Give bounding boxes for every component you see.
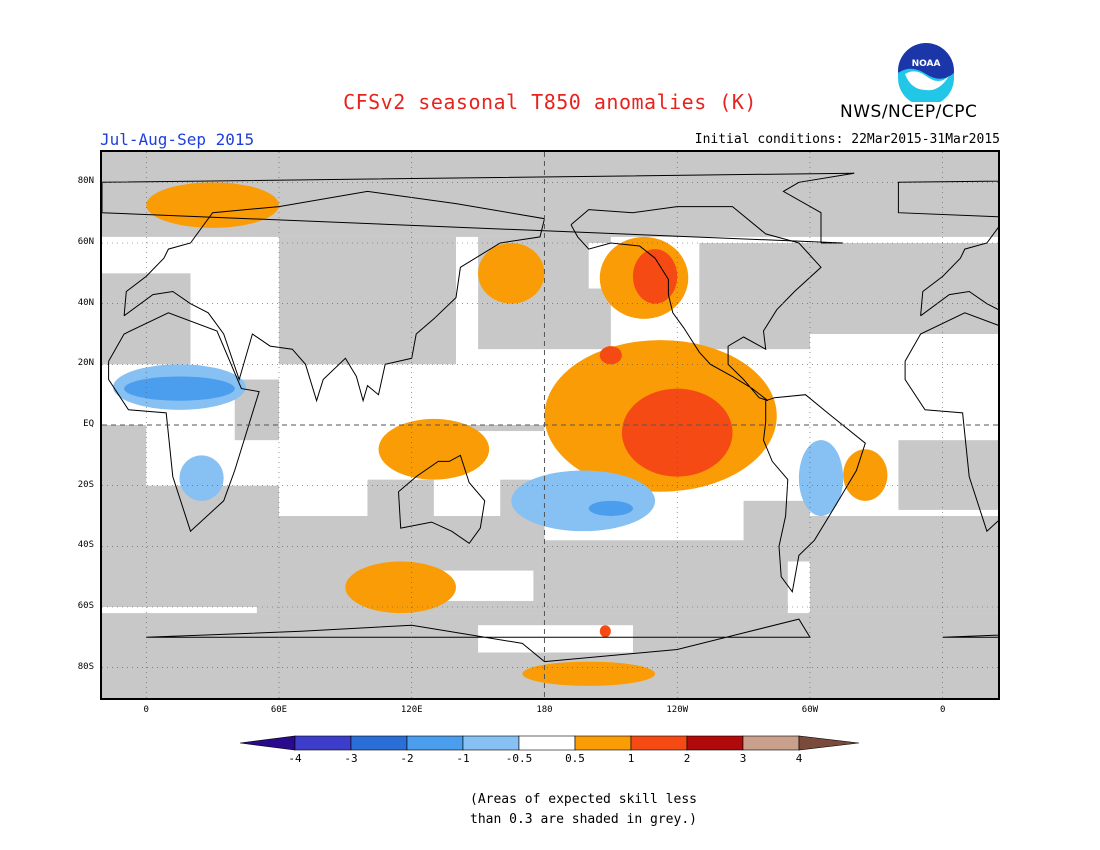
skill-note-line2: than 0.3 are shaded in grey.) — [470, 812, 697, 827]
longitude-label: 120W — [666, 705, 689, 715]
colorbar-tick-label: 1 — [627, 752, 635, 765]
colorbar-swatch — [294, 735, 352, 751]
anomaly-hawaii-patch — [599, 346, 622, 365]
noaa-logo: NOAA — [895, 40, 957, 106]
season-label: Jul-Aug-Sep 2015 — [100, 130, 255, 149]
coastline-africa-wrap — [904, 312, 998, 533]
latitude-label: 20N — [77, 358, 94, 369]
longitude-label: 60E — [270, 705, 288, 715]
longitude-label: 120E — [400, 705, 423, 715]
anomaly-indonesia — [378, 418, 490, 480]
coastlines — [102, 172, 998, 663]
colorbar-swatch — [574, 735, 632, 751]
colorbar-swatches — [239, 735, 860, 751]
low-skill-area — [699, 243, 810, 350]
coastline-australia — [398, 454, 486, 544]
anomaly-n-pacific-west — [478, 243, 545, 304]
skill-note-line1: (Areas of expected skill less — [470, 792, 697, 807]
latitude-label: 60N — [77, 237, 94, 247]
chart-title: CFSv2 seasonal T850 anomalies (K) — [343, 90, 757, 114]
colorbar-arrow-high — [798, 735, 860, 751]
anomaly-antarctic-pacific — [599, 625, 611, 638]
colorbar-tick-label: -4 — [288, 752, 302, 765]
initial-conditions-label: Initial conditions: 22Mar2015-31Mar2015 — [694, 132, 1000, 147]
skill-note: (Areas of expected skill less than 0.3 a… — [470, 790, 697, 830]
longitude-label: 0 — [939, 705, 946, 715]
latitude-label: 80N — [77, 176, 94, 187]
skill-area — [102, 236, 257, 274]
anomaly-s-africa — [179, 455, 224, 501]
longitude-label: 180 — [536, 705, 553, 715]
coastline-north-america — [570, 206, 822, 402]
colorbar-tick-label: -0.5 — [505, 752, 533, 765]
anomaly-southern-ocean — [345, 561, 456, 614]
colorbar-swatch — [686, 735, 744, 751]
anomaly-core-negative — [588, 500, 633, 516]
longitude-label: 60W — [801, 705, 819, 715]
logo-text: NOAA — [912, 59, 941, 69]
colorbar-swatch — [406, 735, 464, 751]
colorbar-tick-label: 0.5 — [565, 752, 585, 765]
coastline-africa — [108, 312, 260, 533]
latitude-label: 40S — [77, 540, 94, 551]
colorbar-arrow-low — [239, 735, 296, 751]
low-skill-area — [102, 425, 147, 516]
colorbar-swatch — [350, 735, 408, 751]
colorbar-tick-label: 4 — [795, 752, 803, 765]
map-canvas — [102, 152, 998, 698]
low-skill-area — [809, 516, 998, 614]
anomaly-map — [100, 150, 1000, 700]
colorbar-swatch — [518, 735, 576, 751]
low-skill-area — [278, 236, 456, 365]
latitude-label: EQ — [83, 419, 94, 429]
anomaly-core-negative — [124, 376, 235, 401]
grid-lines — [102, 152, 998, 698]
longitude-label: 0 — [143, 705, 149, 715]
colorbar — [239, 733, 865, 757]
colorbar-tick-label: -3 — [344, 752, 358, 765]
colorbar-tick-label: -1 — [456, 752, 470, 765]
low-skill-area — [898, 440, 998, 510]
coastline-greenland — [102, 172, 855, 244]
agency-label: NWS/NCEP/CPC — [840, 102, 978, 122]
coastline-south-america — [762, 394, 866, 594]
colorbar-swatch — [462, 735, 520, 751]
anomaly-brazil-east — [843, 449, 888, 501]
latitude-label: 20S — [77, 479, 94, 490]
latitude-label: 80S — [77, 661, 94, 672]
latitude-label: 60S — [77, 601, 94, 611]
anomaly-antarctic-coast — [522, 661, 656, 686]
colorbar-swatch — [630, 735, 688, 751]
latitude-label: 40N — [77, 297, 94, 308]
colorbar-tick-label: 3 — [739, 752, 747, 765]
low-skill-area — [743, 500, 810, 562]
anomaly-alaska-coast — [632, 249, 678, 304]
colorbar-tick-label: -2 — [400, 752, 414, 765]
coastline-europe-asia — [123, 190, 546, 403]
anomaly-s-pacific-band — [511, 470, 656, 532]
anomaly-arctic-n-europe — [146, 182, 279, 228]
colorbar-swatch — [742, 735, 800, 751]
low-skill-area — [809, 243, 998, 334]
colorbar-tick-label: 2 — [683, 752, 691, 765]
